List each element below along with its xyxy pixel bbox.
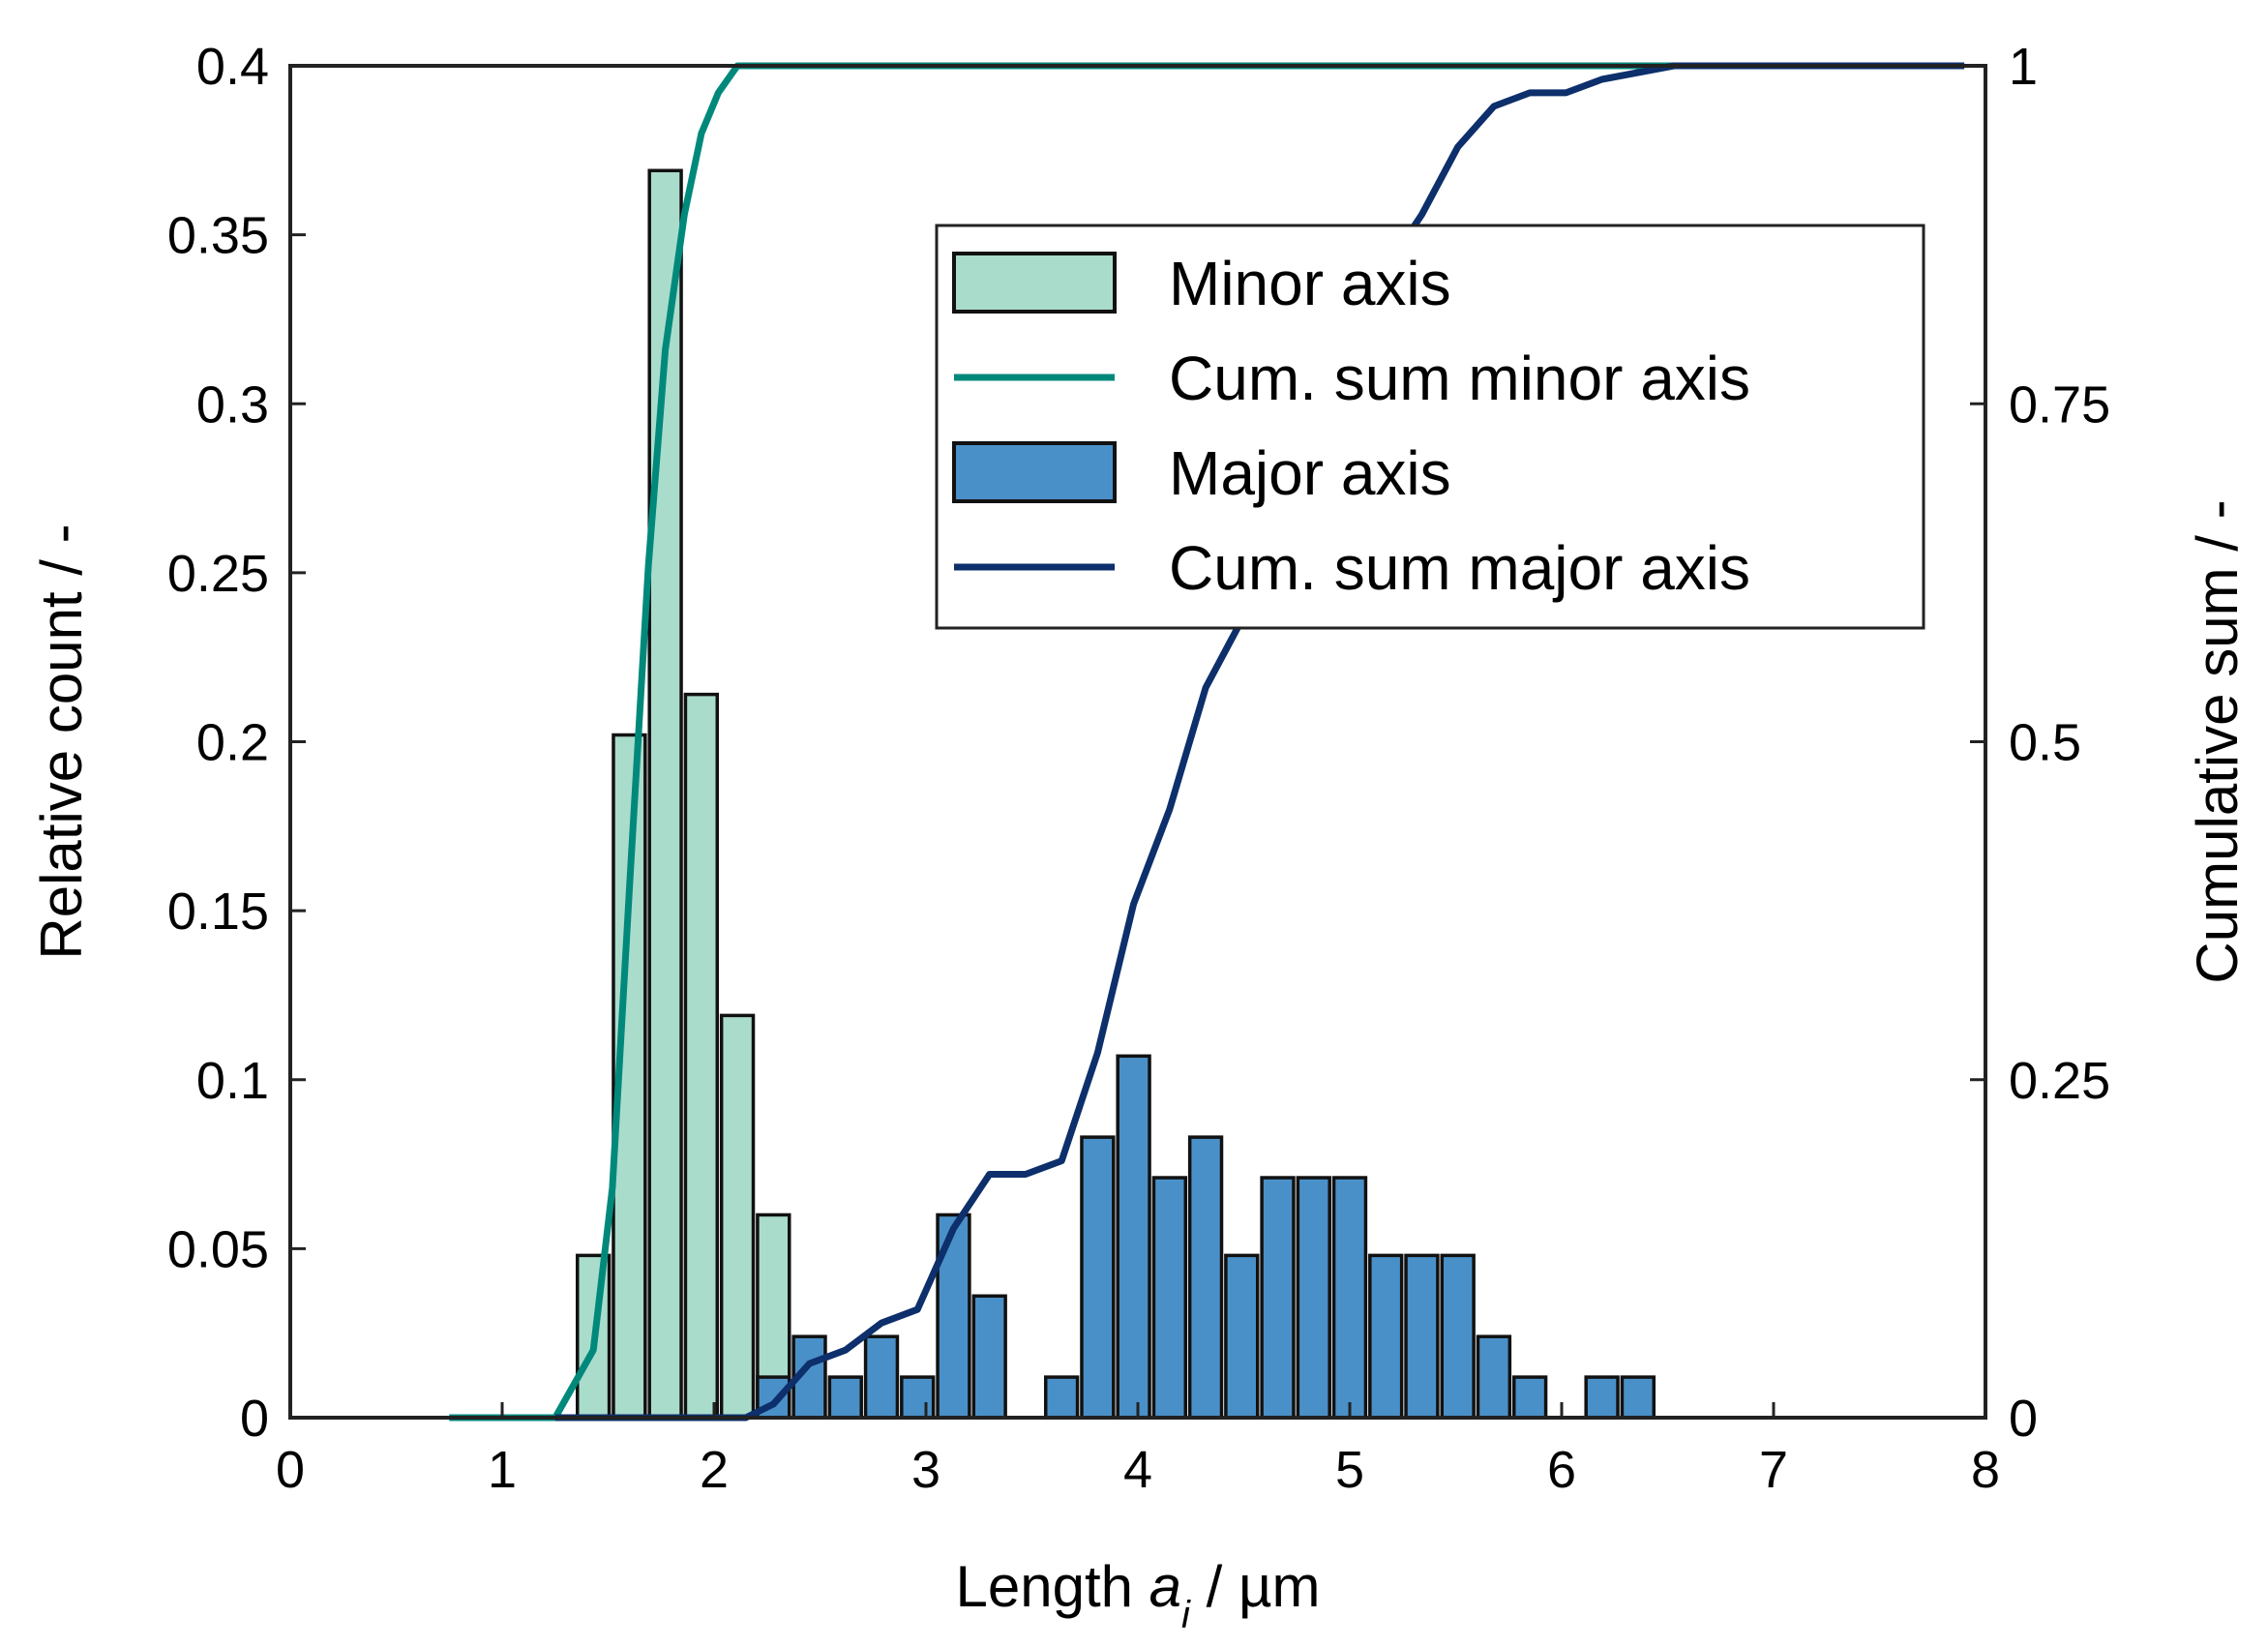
bar-major-axis	[1368, 1253, 1404, 1420]
bars-layer	[575, 168, 1656, 1420]
x-tick-label: 7	[1759, 1441, 1788, 1499]
bar-major-axis	[1620, 1375, 1656, 1420]
bar-major-axis	[1440, 1253, 1476, 1420]
x-tick-label: 8	[1971, 1441, 2000, 1499]
y-axis-left-title: Relative count / -	[29, 524, 94, 959]
y-axis-right-title: Cumulative sum / -	[2185, 499, 2250, 983]
x-tick-label: 0	[276, 1441, 305, 1499]
legend-label-cum-sum-minor-axis: Cum. sum minor axis	[1169, 344, 1750, 413]
bar-major-axis	[863, 1334, 900, 1420]
legend-label-cum-sum-major-axis: Cum. sum major axis	[1169, 533, 1750, 603]
y-right-tick-label: 0.5	[2009, 714, 2081, 772]
bar-major-axis	[971, 1294, 1007, 1420]
legend-swatch-major-axis	[952, 441, 1117, 503]
legend-swatch-minor-axis	[952, 252, 1117, 314]
y-right-tick-label: 1	[2009, 38, 2038, 96]
bar-major-axis	[1296, 1176, 1331, 1420]
bar-major-axis	[1331, 1176, 1368, 1420]
bar-major-axis	[1116, 1054, 1151, 1420]
bar-major-axis	[1584, 1375, 1620, 1420]
ticks-layer	[288, 64, 1987, 1420]
bar-major-axis	[1511, 1375, 1548, 1420]
y-left-tick-label: 0	[240, 1390, 269, 1448]
x-tick-label: 6	[1547, 1441, 1576, 1499]
x-tick-label: 5	[1335, 1441, 1364, 1499]
y-left-tick-label: 0.4	[196, 38, 269, 96]
bar-major-axis	[1260, 1176, 1296, 1420]
y-right-tick-label: 0.75	[2009, 375, 2110, 434]
bar-major-axis	[1187, 1135, 1224, 1420]
bar-major-axis	[1476, 1334, 1512, 1420]
y-left-tick-label: 0.2	[196, 714, 269, 772]
y-right-tick-label: 0.25	[2009, 1052, 2110, 1110]
bar-major-axis	[756, 1375, 791, 1420]
bar-major-axis	[1151, 1176, 1188, 1420]
tick-labels-layer: 0 1 2 3 4 5 6 7 800.050.10.150.20.250.30.350.400…	[167, 38, 2110, 1499]
y-left-tick-label: 0.35	[167, 207, 269, 265]
bar-minor-axis	[719, 1013, 756, 1420]
bar-major-axis	[1043, 1375, 1080, 1420]
legend-label-minor-axis: Minor axis	[1169, 249, 1451, 318]
bar-minor-axis	[683, 692, 720, 1420]
x-axis-title: Length ai / µm	[955, 1554, 1320, 1636]
x-tick-label: 4	[1123, 1441, 1152, 1499]
bar-major-axis	[827, 1375, 863, 1420]
y-left-tick-label: 0.05	[167, 1220, 269, 1278]
line-cum-sum-major-axis	[554, 62, 1965, 1422]
x-tick-label: 2	[700, 1441, 729, 1499]
bar-major-axis	[1404, 1253, 1440, 1420]
x-tick-label: 3	[911, 1441, 940, 1499]
bar-major-axis	[900, 1375, 936, 1420]
y-left-tick-label: 0.3	[196, 375, 269, 434]
x-tick-label: 1	[488, 1441, 517, 1499]
bar-major-axis	[1080, 1135, 1116, 1420]
legend: Minor axis Cum. sum minor axis Major axi…	[935, 224, 1925, 630]
bar-major-axis	[1224, 1253, 1260, 1420]
legend-label-major-axis: Major axis	[1169, 438, 1451, 508]
y-left-tick-label: 0.25	[167, 545, 269, 603]
y-left-tick-label: 0.1	[196, 1052, 269, 1110]
y-left-tick-label: 0.15	[167, 883, 269, 941]
y-right-tick-label: 0	[2009, 1390, 2038, 1448]
